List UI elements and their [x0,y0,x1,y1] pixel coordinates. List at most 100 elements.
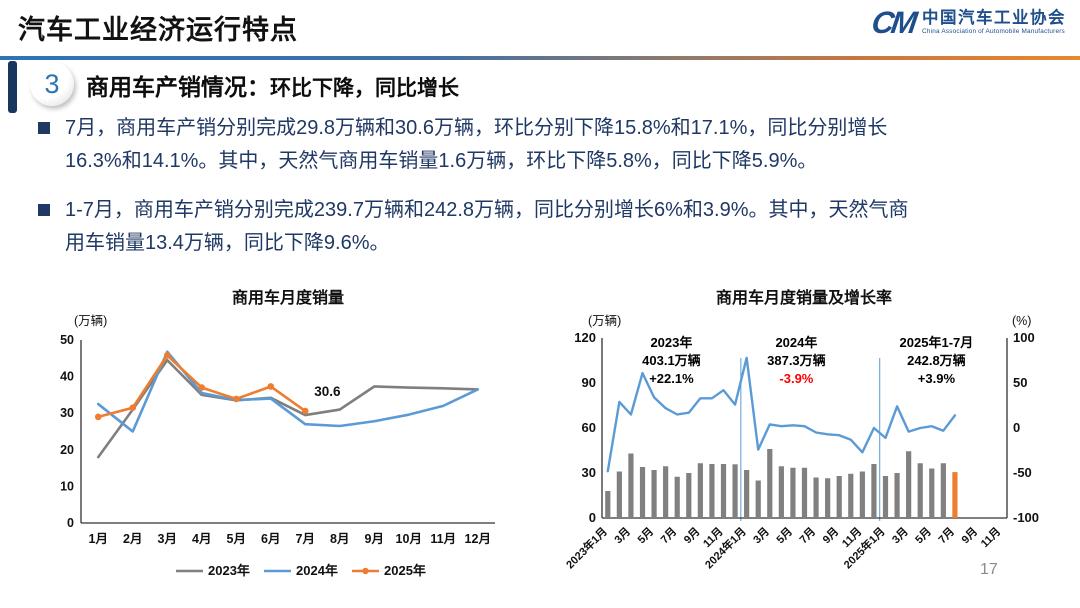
svg-text:-100: -100 [1013,510,1039,525]
svg-text:3月: 3月 [751,525,772,546]
sales-bar [836,476,842,518]
svg-text:6月: 6月 [261,532,280,546]
sales-bar [848,473,854,518]
section-number-badge: 3 [30,62,74,106]
sales-bar [801,467,808,518]
svg-text:0: 0 [1013,420,1020,435]
chart1-title: 商用车月度销量 [232,288,344,307]
svg-text:7月: 7月 [296,532,315,546]
section-heading: 商用车产销情况：环比下降，同比增长 [86,68,459,102]
svg-text:7月: 7月 [658,525,679,546]
sales-bar [894,473,900,518]
svg-text:90: 90 [582,375,596,390]
chart1-unit: (万辆) [74,314,107,328]
sales-bar [906,451,912,518]
sales-bar [732,464,738,518]
svg-text:5月: 5月 [774,525,795,546]
org-logo: CM 中国汽车工业协会 China Association of Automob… [869,5,1066,40]
sales-bar [616,471,622,518]
svg-text:2月: 2月 [123,532,142,546]
svg-text:5月: 5月 [635,525,656,546]
svg-text:2025年: 2025年 [384,563,426,578]
sales-bar [744,470,750,518]
sales-bar [940,463,946,518]
sales-bar [952,472,958,518]
svg-text:11月: 11月 [430,532,456,546]
annotation-line: 387.3万辆 [767,353,826,368]
svg-text:7月: 7月 [797,525,818,546]
svg-text:1月: 1月 [89,532,108,546]
sales-bar [605,491,611,518]
logo-name-en: China Association of Automobile Manufact… [922,28,1065,36]
monthly-sales-line-chart: 商用车月度销量 (万辆) 0 10 20 30 40 50 1月 2月 3月 4月 5月 6月 7月 8月 9月… [60,288,495,578]
svg-text:0: 0 [67,516,74,530]
svg-text:30: 30 [582,465,596,480]
sales-bar [859,471,865,518]
logo-monogram-icon: CM [869,5,917,40]
svg-text:11月: 11月 [978,525,1003,550]
svg-text:50: 50 [60,333,74,347]
svg-text:12月: 12月 [465,532,491,546]
annotation-line: 2024年 [775,335,817,350]
svg-text:3月: 3月 [889,525,910,546]
svg-text:60: 60 [582,420,596,435]
svg-text:3月: 3月 [158,532,177,546]
svg-text:-50: -50 [1013,465,1032,480]
sales-bar [882,476,889,518]
sales-bar [674,476,680,518]
annotation-line: +22.1% [649,371,694,386]
sales-bar [813,477,819,518]
sales-bar [639,467,646,518]
sales-bar [790,467,796,518]
svg-text:9月: 9月 [959,525,980,546]
point-label: 30.6 [314,384,341,399]
bullet-square-icon [38,204,50,216]
accent-bar [8,61,17,113]
svg-text:5月: 5月 [227,532,246,546]
chart2-right-unit: (%) [1012,314,1031,328]
svg-text:0: 0 [589,510,596,525]
sales-bar [778,466,784,518]
annotation-line: 242.8万辆 [907,353,966,368]
sales-bar [917,463,923,518]
svg-text:30: 30 [60,406,74,420]
annotation-line: 2025年1-7月 [900,335,974,350]
svg-text:10: 10 [60,479,74,493]
header-divider [0,56,1080,60]
section-heading-main: 商用车产销情况： [86,74,270,100]
svg-text:20: 20 [60,443,74,457]
svg-text:9月: 9月 [365,532,384,546]
bullet-item-1: 7月，商用车产销分别完成29.8万辆和30.6万辆，环比分别下降15.8%和17… [38,112,1048,178]
svg-text:120: 120 [574,330,596,345]
svg-text:8月: 8月 [330,532,349,546]
svg-text:2023年: 2023年 [208,563,250,578]
bullet-list: 7月，商用车产销分别完成29.8万辆和30.6万辆，环比分别下降15.8%和17… [38,112,1048,276]
sales-bar [720,464,727,518]
sales-bar [628,453,634,518]
svg-text:40: 40 [60,370,74,384]
svg-text:7月: 7月 [936,525,957,546]
svg-text:2024年: 2024年 [296,563,338,578]
svg-text:9月: 9月 [681,525,702,546]
sales-bar [871,464,877,518]
annotation-line: 2023年 [650,335,692,350]
sales-bar [929,468,935,518]
annotation-line: +3.9% [918,371,956,386]
sales-bar [663,466,669,518]
sales-growth-combo-chart: 商用车月度销量及增长率 (万辆) (%) 0 30 60 90 120 -100 -50 0 50 10… [563,288,1039,571]
sales-bar [686,473,692,518]
annotation-line: -3.9% [779,371,813,386]
svg-text:100: 100 [1013,330,1035,345]
svg-text:2023年1月: 2023年1月 [563,524,610,571]
series-2023年 [96,358,480,459]
growth-line [606,356,957,473]
svg-text:4月: 4月 [192,532,211,546]
series-2024年 [96,350,480,433]
logo-names: 中国汽车工业协会 China Association of Automobile… [922,9,1066,35]
chart2-title: 商用车月度销量及增长率 [716,288,892,307]
sales-bar [697,463,703,518]
page-title: 汽车工业经济运行特点 [18,15,298,45]
svg-text:10月: 10月 [396,532,422,546]
section-heading-sub: 环比下降，同比增长 [270,77,459,100]
